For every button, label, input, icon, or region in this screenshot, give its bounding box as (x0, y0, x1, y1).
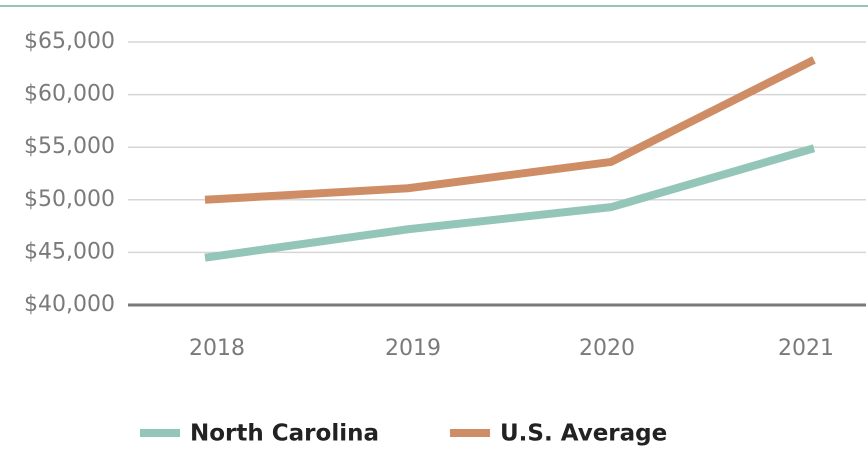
y-tick-label: $40,000 (24, 292, 115, 317)
series-line (204, 144, 816, 262)
x-tick-label: 2020 (579, 336, 635, 361)
x-tick-label: 2021 (778, 336, 834, 361)
series-line (204, 56, 816, 204)
y-tick-label: $50,000 (24, 187, 115, 212)
y-tick-label: $55,000 (24, 134, 115, 159)
y-tick-label: $65,000 (24, 29, 115, 54)
x-tick-label: 2019 (385, 336, 441, 361)
x-tick-label: 2018 (189, 336, 245, 361)
y-tick-label: $60,000 (24, 82, 115, 107)
legend-label: North Carolina (190, 421, 379, 447)
y-tick-label: $45,000 (24, 239, 115, 264)
legend-label: U.S. Average (500, 421, 667, 447)
